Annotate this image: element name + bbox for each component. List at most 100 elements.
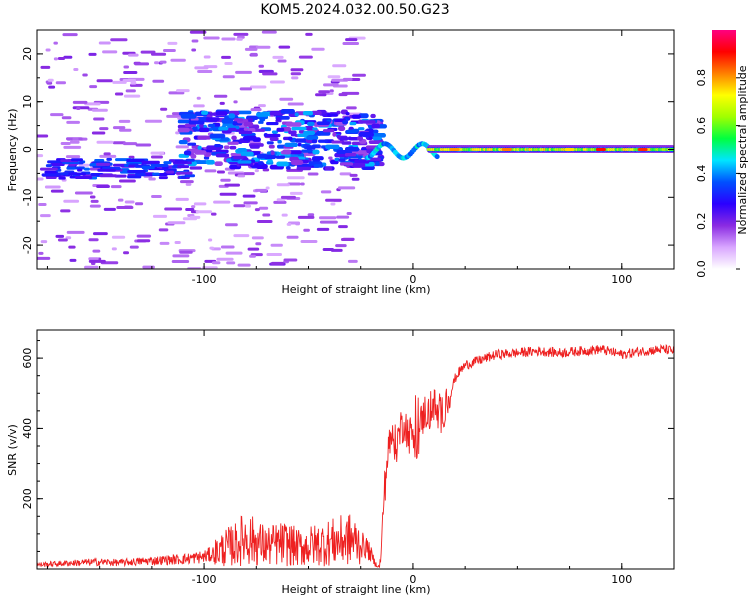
heatmap-cell <box>297 133 309 137</box>
heatmap-cell <box>229 145 237 150</box>
heatmap-cell <box>290 160 304 165</box>
heatmap-cell <box>123 65 130 69</box>
heatmap-cell <box>254 169 259 173</box>
colorbar-tick-label: 0.4 <box>695 165 708 183</box>
heatmap-cell <box>181 175 187 179</box>
heatmap-cell <box>154 61 160 65</box>
heatmap-cell <box>370 113 376 119</box>
heatmap-cell <box>358 127 365 131</box>
heatmap-cell <box>159 241 170 245</box>
heatmap-cell <box>233 118 244 122</box>
heatmap-cell <box>136 234 152 238</box>
heatmap-cell <box>331 140 345 144</box>
heatmap-cell <box>65 236 72 240</box>
heatmap-cell <box>187 142 197 146</box>
heatmap-cell <box>270 151 275 156</box>
heatmap-cell <box>124 200 135 204</box>
heatmap-cell <box>95 162 111 166</box>
heatmap-y-tick-label: -20 <box>21 236 34 254</box>
heatmap-cell <box>122 79 137 83</box>
heatmap-cell <box>236 110 252 115</box>
heatmap-cell <box>76 107 81 111</box>
heatmap-cell <box>91 108 108 112</box>
heatmap-cell <box>152 79 165 83</box>
heatmap-cell <box>47 78 54 82</box>
heatmap-cell <box>114 174 127 178</box>
heatmap-cell <box>53 57 59 61</box>
heatmap-cell <box>278 45 291 49</box>
heatmap-cell <box>177 165 190 169</box>
heatmap-cell <box>199 123 204 129</box>
heatmap-cell <box>216 257 234 261</box>
heatmap-cell <box>116 206 134 210</box>
heatmap-cell <box>275 155 286 159</box>
heatmap-cell <box>72 106 90 110</box>
heatmap-cell <box>89 195 96 199</box>
heatmap-cell <box>266 122 279 126</box>
heatmap-cell <box>336 134 341 139</box>
heatmap-cell <box>225 251 243 255</box>
heatmap-cell <box>40 240 48 244</box>
heatmap-cells <box>37 30 674 269</box>
heatmap-cell <box>219 192 237 196</box>
heatmap-cell <box>45 164 53 168</box>
heatmap-x-tick-label: 100 <box>611 273 632 286</box>
heatmap-cell <box>243 127 249 131</box>
heatmap-cell <box>330 202 336 206</box>
heatmap-cell <box>142 265 155 269</box>
heatmap-cell <box>122 142 138 146</box>
heatmap-cell <box>117 198 124 202</box>
heatmap-cell <box>50 189 64 193</box>
heatmap-cell <box>242 194 256 198</box>
heatmap-cell <box>249 144 260 149</box>
heatmap-cell <box>193 104 205 108</box>
heatmap-cell <box>297 215 315 219</box>
heatmap-cell <box>209 133 226 139</box>
heatmap-cell <box>72 100 88 104</box>
heatmap-cell <box>150 52 167 56</box>
heatmap-cell <box>118 179 136 183</box>
heatmap-cell <box>233 100 238 104</box>
heatmap-cell <box>315 93 327 97</box>
heatmap-cell <box>89 85 98 89</box>
heatmap-cell <box>99 154 117 158</box>
heatmap-cell <box>233 155 247 160</box>
heatmap-cell <box>283 258 298 262</box>
heatmap-cell <box>88 259 106 263</box>
heatmap-cell <box>66 120 80 124</box>
heatmap-cell <box>332 64 347 68</box>
heatmap-cell <box>99 127 109 131</box>
heatmap-cell <box>258 64 265 68</box>
heatmap-cell <box>337 126 346 131</box>
heatmap-cell <box>216 170 225 174</box>
heatmap-cell <box>239 87 252 91</box>
heatmap-cell <box>301 149 313 153</box>
heatmap-cell <box>322 129 335 133</box>
heatmap-cell <box>330 248 343 252</box>
heatmap-cell <box>119 128 132 132</box>
heatmap-cell <box>324 166 333 171</box>
heatmap-cell <box>286 176 305 180</box>
heatmap-cell <box>294 112 299 117</box>
heatmap-cell <box>163 161 172 165</box>
heatmap-cell <box>37 256 51 260</box>
heatmap-cell <box>276 183 290 187</box>
heatmap-cell <box>342 77 353 81</box>
heatmap-cell <box>236 37 243 41</box>
heatmap-cell <box>123 94 141 98</box>
heatmap-cell <box>185 182 192 186</box>
heatmap-cell <box>285 122 302 127</box>
heatmap-cell <box>37 154 44 158</box>
heatmap-cell <box>258 104 266 108</box>
heatmap-cell <box>158 176 168 180</box>
heatmap-x-tick-label: -100 <box>192 273 217 286</box>
heatmap-cell <box>258 120 264 124</box>
heatmap-cell <box>197 70 213 74</box>
heatmap-cell <box>219 101 225 105</box>
heatmap-cell <box>342 42 360 46</box>
heatmap-cell <box>184 174 196 178</box>
heatmap-cell <box>316 121 330 126</box>
heatmap-cell <box>222 75 235 79</box>
heatmap-cell <box>256 219 273 223</box>
heatmap-cell <box>340 237 355 241</box>
